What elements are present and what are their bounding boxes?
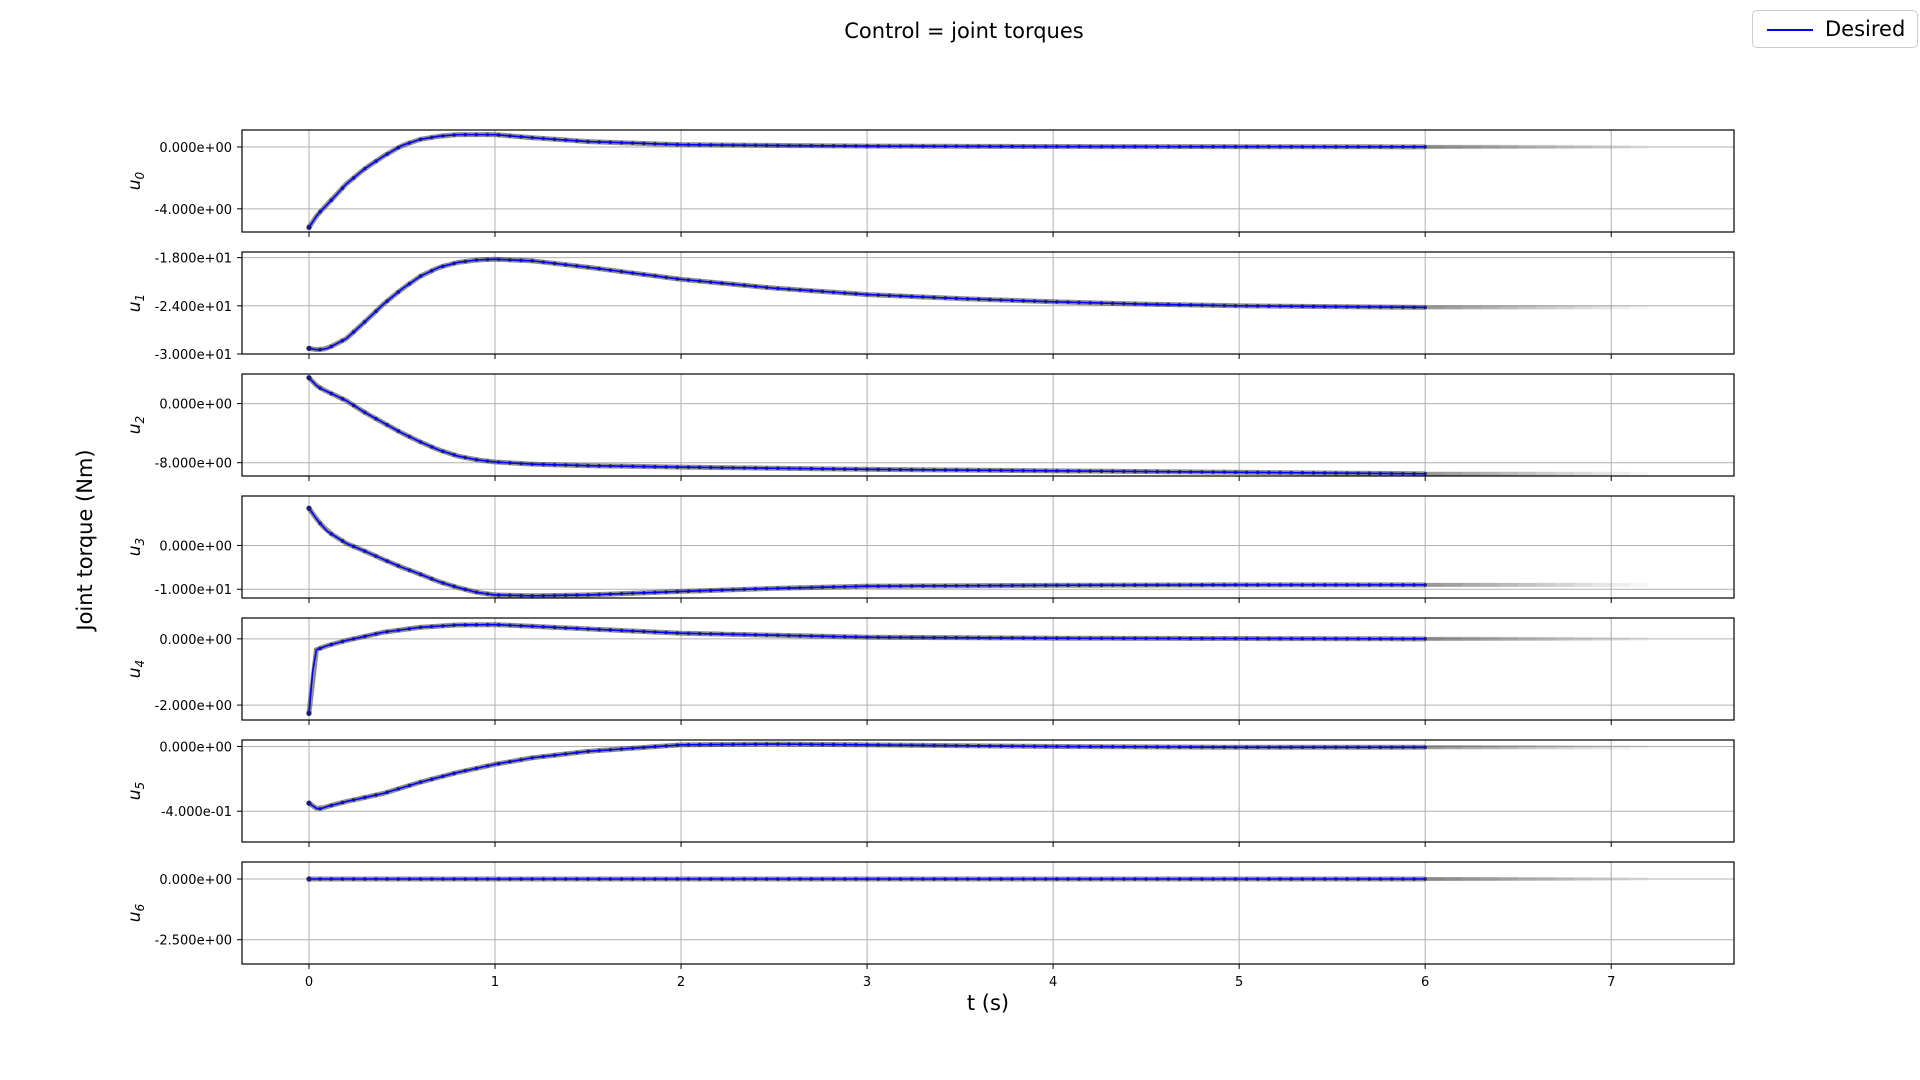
figure-xlabel: t (s) (967, 991, 1009, 1015)
x-tick-label-6: 6 (1421, 975, 1429, 990)
x-tick-label-4: 4 (1049, 975, 1057, 990)
subplot-frame-5 (241, 739, 1735, 843)
y-tick-label-1-1: -2.400e+01 (155, 300, 232, 315)
legend: Desired (1752, 10, 1918, 48)
desired-line-0 (308, 133, 1426, 228)
x-tick-label-7: 7 (1607, 975, 1615, 990)
subplot-label-6: u6 (125, 903, 147, 922)
subplot-3: 0.000e+00 -1.000e+01 u3 (125, 495, 1735, 603)
y-tick-label-5-0: 0.000e+00 (159, 740, 232, 755)
start-point-6 (306, 876, 312, 882)
figure-ylabel: Joint torque (Nm) (73, 449, 97, 632)
start-point-0 (306, 224, 312, 230)
subplot-frame-6 (241, 861, 1735, 965)
y-tick-label-3-0: 0.000e+00 (159, 539, 232, 554)
x-tick-label-3: 3 (863, 975, 871, 990)
subplot-frame-0 (241, 129, 1735, 233)
y-tick-label-2-0: 0.000e+00 (159, 398, 232, 413)
legend-line-desired (1767, 29, 1813, 31)
subplot-frame-3 (241, 495, 1735, 599)
x-tick-label-0: 0 (305, 975, 313, 990)
start-point-5 (306, 800, 312, 806)
start-point-2 (306, 375, 312, 381)
desired-line-1 (308, 258, 1426, 351)
subplot-0: 0.000e+00 -4.000e+00 u0 (125, 129, 1735, 237)
start-point-4 (306, 710, 312, 716)
subplot-label-2: u2 (125, 416, 147, 434)
subplot-4: 0.000e+00 -2.000e+00 u4 (125, 617, 1735, 725)
subplot-5: 0.000e+00 -4.000e-01 u5 (125, 739, 1735, 847)
y-tick-label-5-1: -4.000e-01 (161, 805, 232, 820)
y-tick-label-3-1: -1.000e+01 (155, 583, 232, 598)
y-tick-label-4-1: -2.000e+00 (155, 699, 232, 714)
subplot-label-3: u3 (125, 538, 147, 556)
y-tick-label-4-0: 0.000e+00 (159, 633, 232, 648)
x-tick-label-1: 1 (491, 975, 499, 990)
x-tick-label-2: 2 (677, 975, 685, 990)
y-tick-label-1-0: -1.800e+01 (155, 252, 232, 267)
start-point-1 (306, 345, 312, 351)
subplot-frame-2 (241, 373, 1735, 477)
subplot-2: 0.000e+00 -8.000e+00 u2 (125, 373, 1735, 481)
figure-title: Control = joint torques (844, 19, 1083, 43)
start-point-3 (306, 505, 312, 511)
y-tick-label-1-2: -3.000e+01 (155, 348, 232, 363)
legend-label-desired: Desired (1825, 17, 1906, 41)
desired-line-3 (308, 507, 1426, 597)
subplot-frame-4 (241, 617, 1735, 721)
y-tick-label-6-0: 0.000e+00 (159, 873, 232, 888)
desired-line-2 (308, 377, 1426, 475)
subplot-6: 0.000e+00 -2.500e+00 u6 (125, 861, 1735, 969)
desired-line-4 (308, 623, 1426, 714)
y-tick-label-6-1: -2.500e+00 (155, 934, 232, 949)
subplot-label-0: u0 (125, 171, 147, 190)
y-tick-label-0-0: 0.000e+00 (159, 141, 232, 156)
y-tick-label-0-1: -4.000e+00 (155, 203, 232, 218)
subplot-frame-1 (241, 251, 1735, 355)
subplot-label-4: u4 (125, 660, 147, 678)
subplot-panels: 0.000e+00 -4.000e+00 u0 -1.800e+01 -2.400e+0… (125, 129, 1735, 990)
x-tick-label-5: 5 (1235, 975, 1243, 990)
subplot-label-5: u5 (125, 782, 147, 800)
subplot-1: -1.800e+01 -2.400e+01 -3.000e+01 u1 (125, 251, 1735, 363)
desired-line-5 (308, 743, 1426, 810)
y-tick-label-2-1: -8.000e+00 (155, 457, 232, 472)
subplot-label-1: u1 (125, 294, 147, 312)
